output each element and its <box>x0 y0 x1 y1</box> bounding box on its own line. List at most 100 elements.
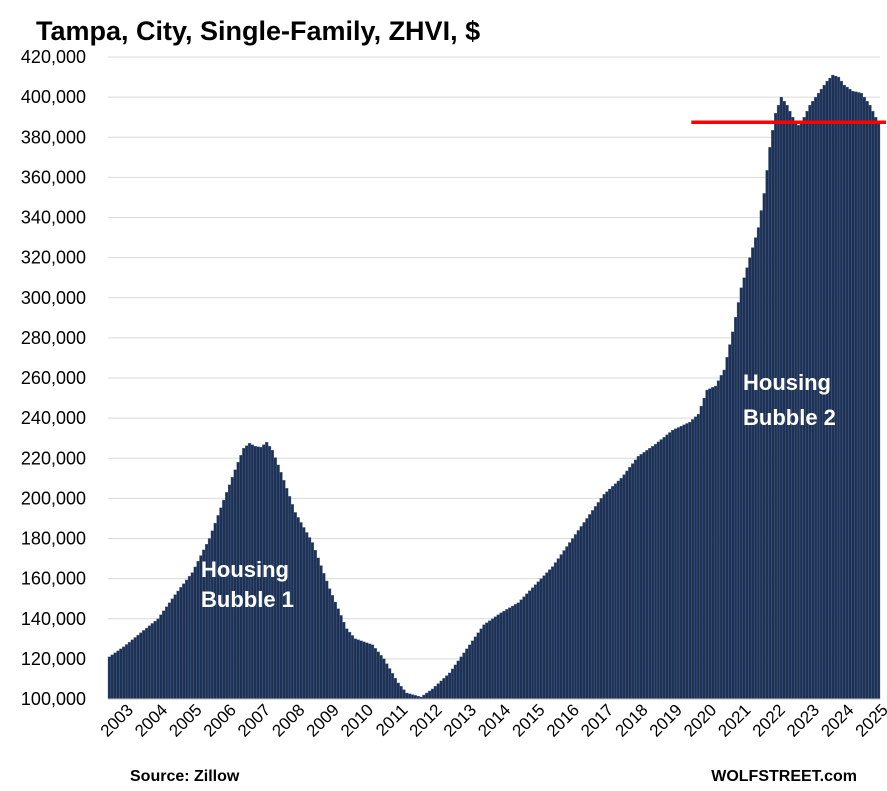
bar <box>348 631 352 700</box>
bar <box>436 683 440 700</box>
x-tick-label: 2023 <box>783 700 823 740</box>
x-tick-label: 2025 <box>852 700 887 740</box>
bar <box>144 627 149 700</box>
bar <box>408 693 412 700</box>
y-tick-label: 140,000 <box>21 609 86 629</box>
bar <box>673 428 678 700</box>
bar <box>482 624 486 700</box>
bar <box>671 429 675 700</box>
bar <box>859 92 864 700</box>
bar <box>748 257 752 700</box>
y-tick-label: 160,000 <box>21 569 86 589</box>
bar <box>568 542 572 700</box>
bar <box>122 646 126 700</box>
bar <box>310 542 315 700</box>
bar <box>433 686 437 700</box>
y-tick-label: 280,000 <box>21 328 86 348</box>
bar <box>390 673 395 700</box>
x-tick-label: 2010 <box>337 700 377 740</box>
bar <box>545 572 549 700</box>
brand-label: WOLFSTREET.com <box>711 768 857 785</box>
bar <box>325 580 329 700</box>
bar <box>499 612 503 700</box>
bar <box>368 643 372 700</box>
bar <box>719 375 723 700</box>
bar <box>845 86 849 700</box>
bar <box>327 588 332 700</box>
bar <box>605 491 609 700</box>
bar <box>611 486 615 700</box>
bar <box>133 637 137 700</box>
bar <box>513 604 518 700</box>
bar <box>705 389 709 700</box>
bar <box>528 590 532 700</box>
bar <box>442 678 446 700</box>
y-tick-label: 240,000 <box>21 408 86 428</box>
bar <box>124 644 129 700</box>
bar <box>473 636 478 700</box>
bar <box>139 632 143 700</box>
bar <box>110 654 114 700</box>
bar <box>856 92 861 700</box>
bar <box>439 680 443 700</box>
bar <box>379 655 383 700</box>
bar <box>508 607 512 700</box>
bar <box>127 641 132 700</box>
bar <box>745 267 749 700</box>
bar <box>456 660 460 700</box>
bar <box>156 618 160 700</box>
bar <box>525 593 529 700</box>
bar <box>708 388 712 700</box>
bar <box>468 644 472 700</box>
bar <box>425 692 429 700</box>
bar <box>762 193 766 700</box>
y-tick-label: 320,000 <box>21 248 86 268</box>
x-tick-label: 2009 <box>303 700 343 740</box>
x-tick-label: 2015 <box>509 700 549 740</box>
bar <box>533 584 538 700</box>
bar <box>631 463 635 700</box>
bar <box>659 439 663 700</box>
bar <box>782 100 786 700</box>
bar <box>422 694 426 700</box>
x-tick-label: 2006 <box>200 700 240 740</box>
bar <box>588 514 592 700</box>
x-tick-label: 2008 <box>268 700 308 740</box>
bar <box>682 424 686 700</box>
bar <box>359 640 363 700</box>
bar <box>759 210 763 700</box>
bar <box>779 96 783 700</box>
y-tick-label: 360,000 <box>21 167 86 187</box>
bar <box>187 576 192 700</box>
bar <box>316 557 320 700</box>
bar <box>453 664 458 700</box>
bar <box>848 88 852 700</box>
bar <box>153 620 157 700</box>
y-tick-label: 220,000 <box>21 448 86 468</box>
bar <box>808 104 812 700</box>
x-tick-label: 2003 <box>97 700 137 740</box>
bar <box>516 602 520 700</box>
bar <box>625 470 629 700</box>
bar <box>691 419 695 700</box>
bar <box>536 581 540 700</box>
bar <box>193 566 197 700</box>
bar <box>591 510 595 700</box>
bar <box>116 650 120 700</box>
y-tick-label: 180,000 <box>21 529 86 549</box>
bar <box>113 652 117 700</box>
chart-title: Tampa, City, Single-Family, ZHVI, $ <box>36 16 480 46</box>
bar <box>279 472 283 700</box>
bar <box>668 432 672 700</box>
bar <box>190 572 194 700</box>
bar <box>785 104 789 700</box>
bar <box>167 602 172 700</box>
bar <box>479 628 483 700</box>
y-tick-label: 420,000 <box>21 47 86 67</box>
bar <box>776 104 781 700</box>
bar <box>696 413 701 700</box>
bar <box>711 387 715 700</box>
bar <box>233 469 237 700</box>
bar <box>162 610 166 700</box>
